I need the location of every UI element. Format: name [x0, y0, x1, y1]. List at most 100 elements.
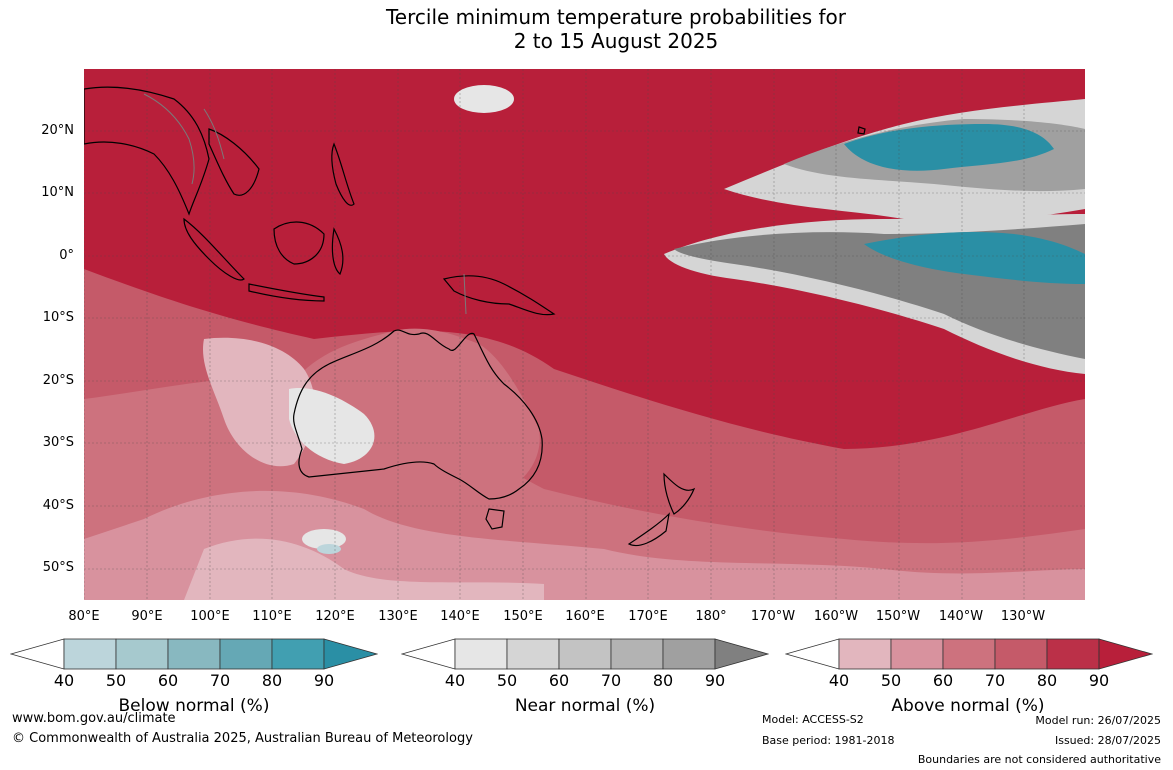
lon-label: 140°E [440, 609, 480, 624]
colorbar-segment [10, 638, 65, 670]
colorbar-segment [1046, 638, 1100, 670]
model-name: Model: ACCESS-S2 [762, 713, 864, 726]
hawaii-coastline [857, 126, 866, 135]
equatorial-pacific-below-normal-core [864, 232, 1085, 284]
borneo-coastline [273, 221, 325, 265]
lon-label: 150°W [875, 609, 921, 624]
colorbar-tick: 60 [548, 671, 570, 690]
philippines-coastline [331, 142, 355, 206]
country-borders [143, 93, 467, 315]
title-line-2: 2 to 15 August 2025 [513, 29, 719, 53]
lon-label: 110°E [252, 609, 292, 624]
lat-label-50s: 50°S [42, 560, 74, 575]
colorbar-segment [1098, 638, 1153, 670]
lat-label-10s: 10°S [42, 310, 74, 325]
lon-label: 80°E [68, 609, 100, 624]
colorbar-tick: 40 [444, 671, 466, 690]
colorbar-tick: 50 [880, 671, 902, 690]
indochina-coastline [208, 128, 260, 196]
boundaries-disclaimer: Boundaries are not considered authoritat… [917, 753, 1161, 766]
colorbar-tick: 90 [313, 671, 335, 690]
lon-label: 170°E [628, 609, 668, 624]
model-run-date: Model run: 26/07/2025 [1035, 714, 1161, 727]
western-australia-neutral-region [289, 388, 375, 464]
sulawesi-coastline [331, 227, 344, 275]
graticule [84, 69, 1085, 600]
colorbar-segment [506, 638, 560, 670]
colorbar-tick: 70 [209, 671, 231, 690]
lon-label: 100°E [190, 609, 230, 624]
below-normal-patch [317, 544, 341, 554]
colorbar-segment [401, 638, 456, 670]
colorbar-title-near-normal: Near normal (%) [514, 696, 656, 716]
new-zealand-north-coastline [663, 472, 696, 515]
probability-map[interactable] [84, 69, 1085, 600]
colorbar-segment [454, 638, 508, 670]
colorbar-segment [714, 638, 769, 670]
java-coastline [248, 283, 325, 302]
colorbar-title-above-normal: Above normal (%) [891, 696, 1045, 716]
colorbar-segment [662, 638, 716, 670]
colorbar-below-normal [10, 638, 378, 670]
colorbar-segment [610, 638, 664, 670]
lon-label: 130°E [378, 609, 418, 624]
tasmania-coastline [485, 508, 505, 530]
lon-label: 160°E [565, 609, 605, 624]
lat-label-40s: 40°S [42, 498, 74, 513]
base-period: Base period: 1981-2018 [762, 734, 895, 747]
colorbar-tick: 50 [496, 671, 518, 690]
colorbar-segment [994, 638, 1048, 670]
colorbar-segment [785, 638, 840, 670]
lat-label-20s: 20°S [42, 373, 74, 388]
colorbar-segment [890, 638, 944, 670]
chart-title: Tercile minimum temperature probabilitie… [0, 5, 1173, 53]
colorbar-tick: 60 [932, 671, 954, 690]
copyright-notice: © Commonwealth of Australia 2025, Austra… [12, 731, 473, 746]
colorbar-tick: 40 [828, 671, 850, 690]
lon-label: 90°E [131, 609, 163, 624]
colorbar-tick: 70 [984, 671, 1006, 690]
lon-label: 130°W [1000, 609, 1046, 624]
sumatra-coastline [183, 217, 245, 281]
issued-date: Issued: 28/07/2025 [1054, 734, 1161, 747]
map-canvas [84, 69, 1085, 600]
colorbar-tick: 50 [105, 671, 127, 690]
australia-coastline [293, 329, 543, 500]
near-normal-patch [454, 85, 514, 113]
colorbar-segment [271, 638, 325, 670]
lon-label: 160°W [813, 609, 859, 624]
colorbar-segment [838, 638, 892, 670]
colorbar-tick: 60 [157, 671, 179, 690]
colorbar-tick: 40 [53, 671, 75, 690]
colorbar-segment [942, 638, 996, 670]
colorbar-segment [63, 638, 117, 670]
website-link[interactable]: www.bom.gov.au/climate [12, 711, 176, 726]
above-normal-40-region [184, 538, 544, 600]
colorbar-tick: 80 [261, 671, 283, 690]
colorbar-tick: 70 [600, 671, 622, 690]
lat-label-20n: 20°N [41, 123, 74, 138]
coastlines [84, 86, 866, 547]
colorbar-tick: 80 [1036, 671, 1058, 690]
colorbar-tick: 90 [1088, 671, 1110, 690]
lat-label-0: 0° [59, 248, 74, 263]
colorbar-above-normal [785, 638, 1153, 670]
colorbar-segment [115, 638, 169, 670]
title-line-1: Tercile minimum temperature probabilitie… [385, 5, 847, 29]
western-australia-pale-region [203, 337, 315, 467]
colorbar-segment [323, 638, 378, 670]
southeast-asia-coastline [84, 86, 210, 216]
lat-label-10n: 10°N [41, 185, 74, 200]
colorbar-segment [219, 638, 273, 670]
lon-label: 140°W [938, 609, 984, 624]
new-zealand-south-coastline [627, 512, 670, 547]
colorbar-segment [167, 638, 221, 670]
lon-label: 170°W [750, 609, 796, 624]
lon-label: 180° [695, 609, 727, 624]
colorbar-tick: 80 [652, 671, 674, 690]
north-pacific-below-normal-core [844, 124, 1054, 171]
colorbar-near-normal [401, 638, 769, 670]
lon-label: 150°E [503, 609, 543, 624]
colorbar-segment [558, 638, 612, 670]
lat-label-30s: 30°S [42, 435, 74, 450]
